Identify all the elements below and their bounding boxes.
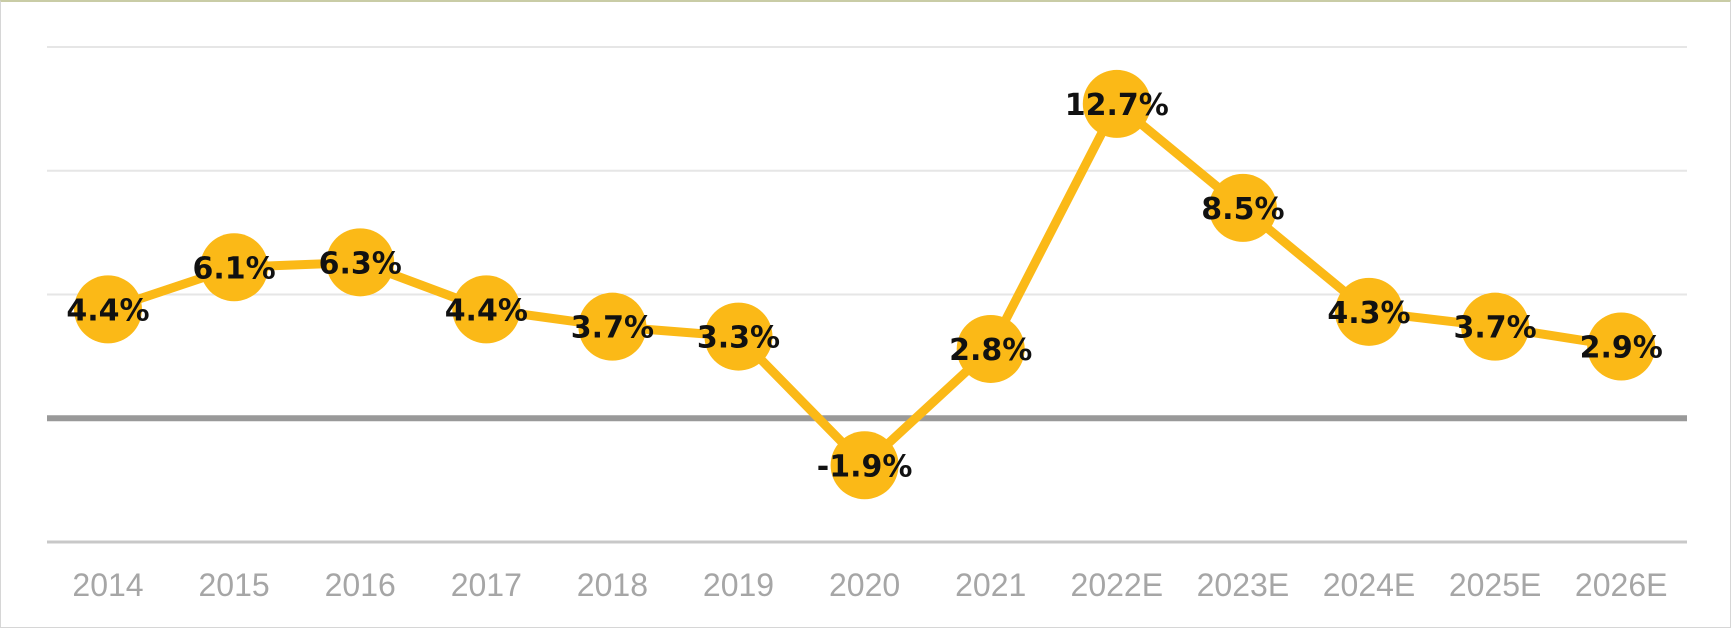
x-tick-label: 2017 bbox=[451, 567, 522, 603]
data-label: 8.5% bbox=[1201, 192, 1284, 227]
data-label: 6.1% bbox=[192, 251, 275, 286]
data-point-marker bbox=[326, 228, 395, 297]
x-tick-label: 2019 bbox=[703, 567, 774, 603]
data-point-marker bbox=[1587, 312, 1656, 381]
data-label: 3.3% bbox=[697, 321, 780, 356]
x-tick-label: 2024E bbox=[1323, 567, 1416, 603]
data-point-marker bbox=[1208, 173, 1277, 242]
markers-group bbox=[74, 69, 1656, 500]
x-tick-label: 2016 bbox=[325, 567, 396, 603]
x-tick-label: 2025E bbox=[1449, 567, 1542, 603]
data-point-marker bbox=[704, 302, 773, 371]
data-point-marker bbox=[956, 314, 1025, 383]
x-tick-label: 2023E bbox=[1197, 567, 1290, 603]
gridlines bbox=[47, 46, 1687, 544]
x-tick-label: 2018 bbox=[577, 567, 648, 603]
x-tick-label: 2022E bbox=[1071, 567, 1164, 603]
x-tick-label: 2014 bbox=[72, 567, 143, 603]
data-point-marker bbox=[578, 292, 647, 361]
data-label: -1.9% bbox=[817, 449, 913, 484]
x-axis-tick-labels: 2014 2015 2016 2017 2018 2019 2020 2021 2022E 202… bbox=[72, 567, 1667, 603]
data-point-marker bbox=[1082, 69, 1151, 138]
data-label: 2.8% bbox=[949, 333, 1032, 368]
data-label: 2.9% bbox=[1580, 330, 1663, 365]
data-label: 4.4% bbox=[66, 293, 149, 328]
data-label: 4.3% bbox=[1327, 296, 1410, 331]
data-point-marker bbox=[1335, 277, 1403, 346]
data-label: 12.7% bbox=[1065, 88, 1169, 123]
data-point-marker bbox=[1461, 292, 1530, 361]
data-labels-group: 4.4% 6.1% 6.3% 4.4% 3.7% 3.3% -1.9% 2.8% 12.7% 8.… bbox=[66, 88, 1662, 484]
data-point-marker bbox=[830, 431, 899, 500]
data-point-marker bbox=[452, 275, 521, 344]
data-label: 4.4% bbox=[445, 293, 528, 328]
x-tick-label: 2015 bbox=[199, 567, 270, 603]
data-label: 3.7% bbox=[571, 311, 654, 346]
data-label: 6.3% bbox=[319, 246, 402, 281]
x-tick-label: 2021 bbox=[955, 567, 1026, 603]
data-label: 3.7% bbox=[1453, 311, 1536, 346]
data-point-marker bbox=[74, 275, 142, 344]
x-tick-label: 2020 bbox=[829, 567, 900, 603]
x-tick-label: 2026E bbox=[1575, 567, 1668, 603]
data-point-marker bbox=[200, 233, 269, 302]
